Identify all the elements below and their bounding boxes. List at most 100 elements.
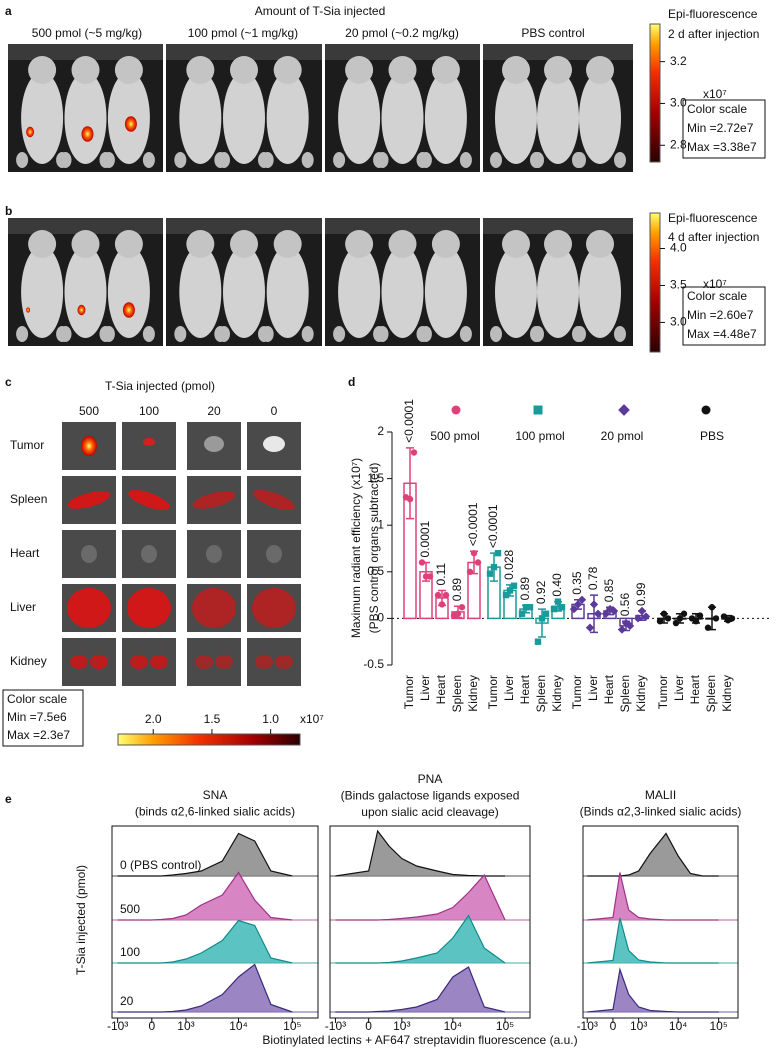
organ (252, 588, 296, 628)
mouse-leg (490, 326, 502, 342)
colorbar-multiplier: x10⁷ (703, 277, 727, 291)
column-label: 20 (207, 404, 221, 418)
organ (128, 490, 170, 510)
colorbar-box-text: Color scale (687, 102, 747, 116)
colorbar-box-text: Color scale (687, 289, 747, 303)
colorbar-tick-label: 1.5 (204, 712, 221, 726)
data-point (708, 604, 716, 611)
data-point (633, 614, 643, 623)
data-point (720, 613, 728, 620)
colorbar-title: Epi-fluorescence (668, 7, 758, 21)
mouse-body (338, 246, 381, 338)
data-point (426, 573, 434, 580)
mouse-head (273, 230, 302, 258)
organ (81, 545, 97, 563)
histogram-fill (117, 833, 293, 876)
p-value: 0.0001 (418, 520, 432, 557)
p-value: 0.40 (550, 573, 564, 597)
error-bar (538, 608, 546, 638)
x-tick-label: Liver (672, 675, 686, 701)
histogram (117, 963, 293, 1013)
colorbar-box-text: Max =2.3e7 (7, 728, 70, 742)
mouse-body (381, 72, 424, 164)
x-tick-label: Tumor (656, 675, 670, 709)
image-strip (483, 44, 633, 60)
mouse-head (230, 56, 258, 84)
histogram-fill (335, 875, 506, 920)
data-point (486, 570, 494, 577)
data-point (625, 621, 635, 631)
mouse-head (431, 56, 460, 84)
mouse-head (544, 56, 572, 84)
mouse-head (586, 230, 614, 258)
row-label: 100 (120, 945, 140, 959)
p-value: 0.56 (618, 593, 632, 617)
data-point (454, 610, 462, 617)
row-label: Tumor (10, 438, 44, 452)
colorbar-multiplier: x10⁷ (300, 712, 324, 726)
colorbar-tick-label: 2.0 (145, 712, 162, 726)
colorbar-subtitle: 4 d after injection (668, 230, 759, 244)
x-tick-label: 10⁴ (669, 1019, 688, 1033)
image-strip (325, 218, 480, 234)
data-point (692, 617, 700, 625)
p-value: 0.99 (634, 582, 648, 606)
x-tick-label: -10³ (107, 1019, 128, 1033)
error-bar (406, 447, 414, 520)
x-tick-label: 10³ (393, 1019, 410, 1033)
data-point (418, 559, 426, 566)
p-value: 0.89 (518, 577, 532, 601)
group-label: 500 pmol (~5 mg/kg) (32, 26, 142, 40)
data-point (558, 604, 566, 611)
legend-marker (701, 405, 711, 415)
y-tick-label: -0.5 (363, 657, 384, 671)
mouse-body (424, 246, 467, 338)
p-value: 0.028 (502, 549, 516, 579)
panel-letter: e (5, 792, 12, 806)
histogram-fill (587, 872, 719, 920)
y-axis-label: T-Sia injected (pmol) (74, 865, 88, 975)
legend-label: 100 pmol (515, 429, 564, 443)
data-point (601, 609, 611, 618)
legend-marker (533, 405, 543, 415)
data-point (704, 624, 712, 631)
histogram-fill (335, 967, 506, 1012)
panel-title: SNA (203, 788, 228, 802)
colorbar-box-text: Max =3.38e7 (687, 140, 757, 154)
data-point (506, 587, 514, 594)
histogram (335, 966, 506, 1013)
data-point (641, 612, 651, 621)
mouse-body (537, 72, 579, 164)
p-value: 0.92 (534, 580, 548, 604)
y-tick-label: 1.5 (367, 471, 384, 485)
data-point (589, 600, 599, 609)
mouse-head (28, 230, 57, 258)
legend-marker (618, 404, 630, 416)
mouse-leg (490, 152, 502, 168)
mouse-head (186, 230, 215, 258)
mouse-leg (218, 152, 230, 168)
mouse-leg (102, 326, 115, 342)
x-tick-label: Kidney (634, 675, 648, 712)
mouse-head (502, 56, 530, 84)
histogram (587, 917, 719, 964)
mouse-body (179, 246, 222, 338)
p-value: 0.89 (450, 578, 464, 602)
data-point (410, 449, 418, 456)
data-point (474, 559, 482, 566)
data-point (577, 595, 587, 604)
p-value: 0.85 (602, 579, 616, 603)
colorbar-box-text: Min =7.5e6 (7, 710, 67, 724)
mouse-head (273, 56, 302, 84)
panel-title: (Binds galactose ligands exposed (341, 789, 520, 803)
x-tick-label: 10³ (177, 1019, 194, 1033)
x-tick-label: 0 (365, 1019, 372, 1033)
organ (127, 588, 171, 628)
histogram-fill (117, 964, 293, 1012)
organ (275, 655, 293, 669)
data-point (434, 591, 442, 599)
histogram (117, 871, 293, 921)
mouse-leg (301, 152, 314, 168)
data-point (406, 495, 414, 503)
